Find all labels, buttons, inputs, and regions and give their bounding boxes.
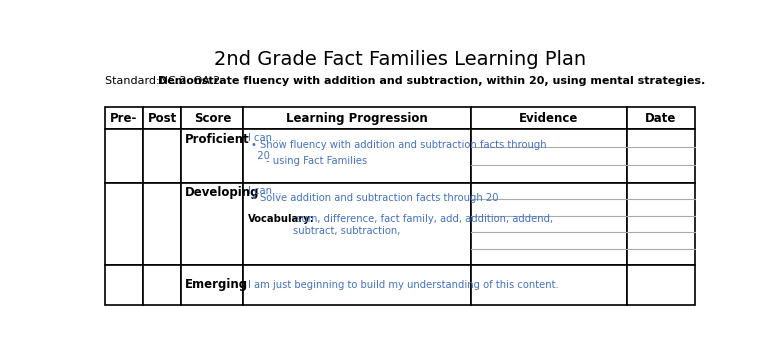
Bar [627,265,695,305]
Text: 2nd Grade Fact Families Learning Plan: 2nd Grade Fact Families Learning Plan [214,50,586,69]
Text: Learning Progression: Learning Progression [286,112,428,125]
Text: sum, difference, fact family, add, addition, addend,
subtract, subtraction,: sum, difference, fact family, add, addit… [293,214,553,236]
Text: Post: Post [147,112,177,125]
Bar [143,183,182,265]
Bar [105,130,143,183]
Text: I can...: I can... [247,133,282,143]
Bar [182,183,243,265]
Text: Developing: Developing [185,186,259,199]
Text: Emerging: Emerging [185,279,247,292]
Text: Demonstrate fluency with addition and subtraction, within 20, using mental strat: Demonstrate fluency with addition and su… [158,76,705,86]
Bar [243,265,470,305]
Bar [143,107,182,130]
Bar [470,107,627,130]
Bar [143,130,182,183]
Text: Date: Date [645,112,676,125]
Bar [627,183,695,265]
Text: Standard:NC.2. OA.2: Standard:NC.2. OA.2 [105,76,224,86]
Text: Score: Score [193,112,231,125]
Bar [143,265,182,305]
Bar [243,107,470,130]
Bar [243,130,470,183]
Text: I can...: I can... [247,186,282,196]
Bar [627,130,695,183]
Text: Pre-: Pre- [110,112,137,125]
Text: I am just beginning to build my understanding of this content.: I am just beginning to build my understa… [247,280,558,290]
Bar [105,183,143,265]
Bar [182,130,243,183]
Bar [182,107,243,130]
Text: • Show fluency with addition and subtraction facts through
  20: • Show fluency with addition and subtrac… [250,140,546,161]
Text: - using Fact Families: - using Fact Families [266,156,367,166]
Text: Evidence: Evidence [519,112,579,125]
Text: • Solve addition and subtraction facts through 20: • Solve addition and subtraction facts t… [250,193,498,203]
Bar [470,183,627,265]
Bar [243,183,470,265]
Bar [105,107,143,130]
Bar [105,265,143,305]
Bar [470,130,627,183]
Bar [627,107,695,130]
Text: Proficient: Proficient [185,133,250,146]
Text: Vocabulary:: Vocabulary: [247,214,314,224]
Bar [470,265,627,305]
Bar [182,265,243,305]
